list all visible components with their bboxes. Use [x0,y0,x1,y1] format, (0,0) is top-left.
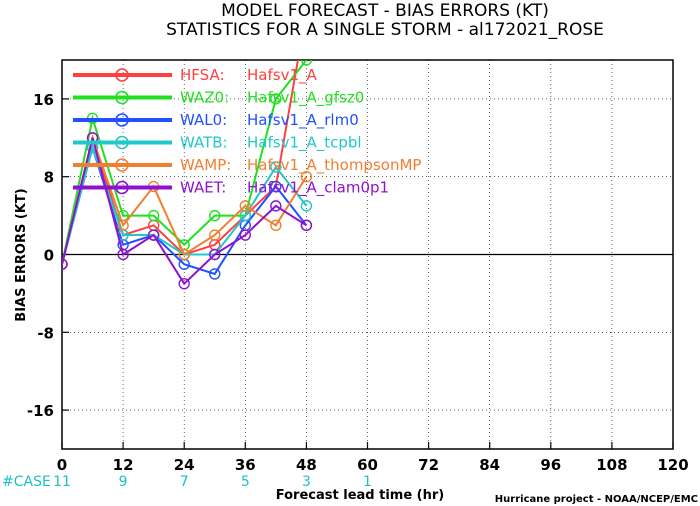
legend-marker [115,135,129,150]
legend-code: WAZ0: [180,89,229,107]
legend-entry: WAL0: Hafsv1_A_rlm0 [73,111,359,130]
legend-code: WATB: [180,134,228,152]
credit-text: Hurricane project - NOAA/NCEP/EMC [495,494,698,505]
legend-code: WAMP: [180,156,231,174]
legend-code: WAET: [180,179,226,197]
legend-code: HFSA: [180,66,225,84]
legend-code: WAL0: [180,111,227,129]
y-tick-label: 0 [44,247,54,265]
x-tick-label: 0 [57,456,67,474]
case-count: 5 [241,474,250,490]
data-point [62,258,68,270]
data-point [270,219,282,232]
data-point [117,219,129,232]
legend-name: Hafsv1_A_tcpbl [247,134,362,153]
data-point [239,229,252,241]
data-point [270,180,282,193]
legend-entry: WAET: Hafsv1_A_clam0p1 [73,179,389,198]
case-count: 1 [363,474,372,490]
data-point [178,277,190,290]
case-count: 11 [53,474,71,490]
case-count: 9 [119,474,128,490]
case-label: #CASE [2,474,51,490]
data-point [209,248,221,261]
data-point [270,161,282,173]
y-tick-labels: -16 -8 0 8 16 [27,91,54,420]
data-point [178,248,190,261]
x-tick-label: 84 [479,456,500,474]
case-counts: 11 9 7 5 3 1 [53,474,372,490]
data-point [117,248,129,261]
data-point [209,229,221,241]
y-tick-label: 16 [33,91,54,109]
legend-marker [115,68,129,82]
x-tick-label: 36 [235,456,256,474]
y-axis-label: BIAS ERRORS (KT) [14,188,29,321]
series-line [62,137,307,286]
x-tick-label: 72 [418,456,439,474]
data-point [209,209,221,222]
x-tick-label: 96 [540,456,561,474]
case-count: 7 [180,474,189,490]
x-tick-labels: 0 12 24 36 48 60 72 84 96 108 120 [57,456,689,474]
x-tick-label: 24 [174,456,195,474]
y-tick-label: 8 [44,169,54,187]
legend: HFSA: Hafsv1_A WAZ0: Hafsv1_A_gfsz0 WAL0: Haf… [73,66,421,198]
y-tick-label: -8 [37,324,54,342]
data-point [270,93,282,105]
x-tick-label: 48 [296,456,317,474]
legend-name: Hafsv1_A_thompsonMP [247,156,421,175]
legend-entry: WAZ0: Hafsv1_A_gfsz0 [73,89,364,108]
legend-name: Hafsv1_A_rlm0 [247,111,359,130]
data-point [239,200,252,212]
chart-subtitle: STATISTICS FOR A SINGLE STORM - al172021… [166,20,604,40]
legend-entry: WATB: Hafsv1_A_tcpbl [73,134,362,153]
data-point [209,268,221,280]
legend-entry: WAMP: Hafsv1_A_thompsonMP [73,156,421,175]
data-point [147,229,160,241]
legend-entry: HFSA: Hafsv1_A [73,66,317,85]
chart-title: MODEL FORECAST - BIAS ERRORS (KT) [221,1,549,21]
series-line [62,60,308,265]
case-count: 3 [302,474,311,490]
legend-marker [115,180,129,195]
x-tick-label: 12 [113,456,134,474]
legend-marker [115,113,129,127]
x-tick-label: 108 [596,456,627,474]
x-tick-label: 60 [357,456,378,474]
legend-marker [115,90,129,105]
data-point [270,200,282,212]
data-point [300,219,313,232]
x-axis-label: Forecast lead time (hr) [276,488,444,503]
x-tick-label: 120 [657,456,688,474]
grid-lines [62,60,673,449]
legend-marker [115,158,129,172]
legend-name: Hafsv1_A [247,66,317,85]
legend-name: Hafsv1_A_clam0p1 [247,179,389,198]
y-tick-label: -16 [27,402,54,420]
data-point [300,170,313,183]
data-point [300,200,313,212]
legend-name: Hafsv1_A_gfsz0 [247,89,364,108]
data-point [147,209,160,222]
data-point [300,60,313,66]
